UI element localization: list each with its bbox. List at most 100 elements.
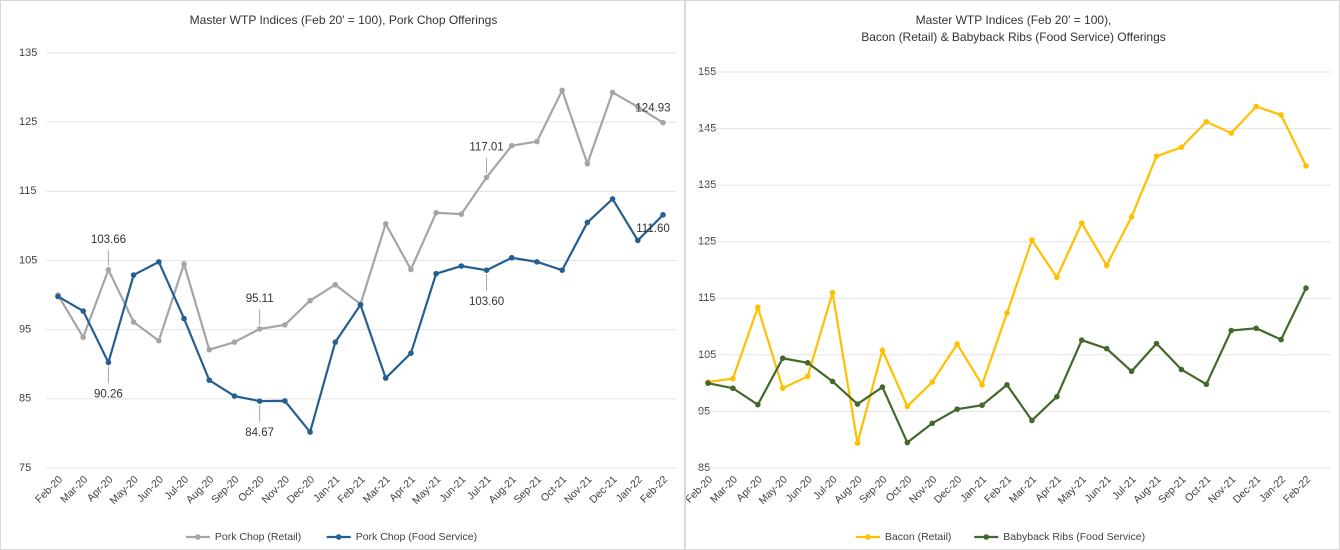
data-point: [635, 238, 641, 244]
data-point: [954, 341, 960, 347]
x-tick-label: Dec-20: [932, 473, 965, 506]
data-point: [979, 382, 985, 388]
data-point: [156, 259, 162, 265]
x-tick-label: Feb-21: [336, 473, 368, 505]
data-point: [805, 360, 811, 366]
data-point: [1054, 275, 1060, 281]
legend-marker: [984, 534, 990, 540]
page: Master WTP Indices (Feb 20' = 100), Pork…: [0, 0, 1340, 550]
data-point: [257, 326, 263, 332]
data-point: [1204, 381, 1210, 387]
data-point: [509, 255, 515, 261]
x-tick-label: Dec-21: [1231, 473, 1264, 506]
data-label: 95.11: [246, 293, 274, 305]
legend-marker: [336, 534, 342, 540]
x-tick-label: Feb-20: [33, 473, 65, 505]
y-tick-label: 95: [19, 324, 31, 336]
data-label: 84.67: [245, 427, 274, 439]
data-point: [383, 375, 389, 381]
x-tick-label: Mar-21: [361, 473, 393, 505]
x-tick-label: Feb-22: [638, 473, 670, 505]
x-tick-label: Jun-20: [135, 473, 166, 504]
data-point: [80, 334, 86, 340]
data-point: [408, 350, 414, 356]
data-point: [1253, 104, 1259, 110]
y-tick-label: 85: [19, 393, 31, 405]
data-point: [660, 120, 666, 126]
x-tick-label: Sep-21: [512, 473, 545, 506]
x-tick-label: Jun-20: [784, 473, 815, 504]
x-tick-label: May-21: [410, 473, 443, 506]
data-label: 117.01: [469, 141, 503, 153]
data-point: [1179, 144, 1185, 150]
data-point: [332, 282, 338, 288]
x-tick-label: Sep-21: [1156, 473, 1189, 506]
legend-marker: [865, 534, 871, 540]
legend-label: Bacon (Retail): [885, 531, 952, 543]
chart-title: Master WTP Indices (Feb 20' = 100), Pork…: [190, 13, 498, 27]
data-point: [433, 271, 439, 277]
data-point: [80, 308, 86, 314]
data-point: [106, 267, 112, 273]
data-point: [106, 360, 112, 366]
data-point: [830, 290, 836, 296]
data-point: [1079, 337, 1085, 343]
data-point: [156, 338, 162, 344]
data-point: [358, 302, 364, 308]
data-point: [1054, 394, 1060, 400]
series-line: [58, 199, 663, 432]
data-point: [181, 261, 187, 267]
data-point: [929, 421, 935, 427]
x-tick-label: Mar-20: [708, 473, 740, 505]
x-tick-label: Dec-20: [285, 473, 318, 506]
y-tick-label: 75: [19, 462, 31, 474]
data-point: [1228, 328, 1234, 334]
data-point: [780, 385, 786, 391]
data-point: [459, 211, 465, 217]
data-point: [705, 380, 711, 386]
data-point: [282, 322, 288, 328]
data-point: [1004, 310, 1010, 316]
data-point: [459, 263, 465, 269]
data-point: [1029, 418, 1035, 424]
data-point: [332, 339, 338, 345]
data-point: [131, 272, 137, 278]
data-point: [257, 398, 263, 404]
data-point: [660, 212, 666, 218]
data-point: [905, 440, 911, 446]
x-tick-label: Dec-21: [587, 473, 620, 506]
data-point: [1154, 341, 1160, 347]
data-point: [730, 376, 736, 382]
data-point: [855, 401, 861, 407]
data-point: [232, 339, 238, 345]
data-point: [1079, 220, 1085, 226]
data-point: [1303, 285, 1309, 291]
data-label: 103.66: [91, 234, 126, 246]
data-point: [1179, 367, 1185, 373]
data-point: [979, 402, 985, 408]
x-tick-label: Mar-20: [58, 473, 90, 505]
data-point: [1154, 153, 1160, 159]
data-point: [585, 161, 591, 167]
data-point: [880, 384, 886, 390]
data-point: [509, 143, 515, 149]
x-tick-label: Mar-21: [1007, 473, 1039, 505]
data-label: 90.26: [94, 388, 123, 400]
chart-title: Bacon (Retail) & Babyback Ribs (Food Ser…: [861, 30, 1166, 44]
data-point: [206, 347, 212, 353]
data-point: [1228, 130, 1234, 136]
data-point: [1303, 163, 1309, 169]
series-line: [708, 107, 1306, 444]
legend-label: Babyback Ribs (Food Service): [1003, 531, 1145, 543]
data-point: [282, 398, 288, 404]
data-point: [181, 316, 187, 322]
chart-title: Master WTP Indices (Feb 20' = 100),: [916, 13, 1112, 27]
chart-right: Master WTP Indices (Feb 20' = 100), Bacon…: [685, 0, 1340, 550]
data-point: [408, 267, 414, 273]
data-point: [929, 379, 935, 385]
data-point: [1029, 237, 1035, 243]
data-point: [307, 429, 313, 435]
data-point: [610, 90, 616, 96]
data-point: [855, 440, 861, 446]
legend-marker: [195, 534, 201, 540]
